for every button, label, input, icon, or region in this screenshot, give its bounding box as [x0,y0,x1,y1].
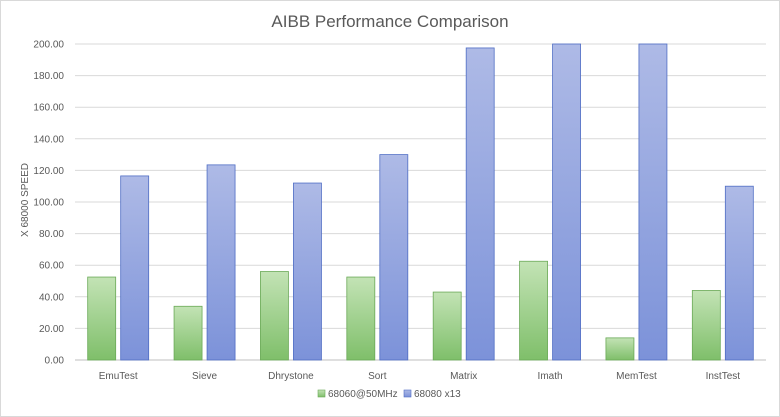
y-tick-label: 60.00 [39,261,64,272]
bar-68080-x13-emutest [120,175,150,361]
x-category-label: InstTest [706,371,741,382]
y-tick-label: 0.00 [45,356,65,367]
y-tick-labels: 0.00 20.00 40.00 60.00 80.00 100.00 120.00 140.… [33,40,64,367]
y-tick-label: 200.00 [33,40,64,51]
bar-68060-50mhz-memtest [605,337,635,361]
bar-68080-x13-sort [379,154,409,361]
bars [87,43,754,361]
bar-68060-50mhz-dhrystone [260,271,289,361]
y-tick-label: 180.00 [33,71,64,82]
y-axis-label: X 68000 SPEED [20,163,31,237]
bar-68060-50mhz-imath [519,260,548,361]
bar-68080-x13-dhrystone [293,182,322,361]
x-category-label: MemTest [616,371,657,382]
x-category-label: Matrix [450,371,477,382]
y-tick-label: 160.00 [33,103,64,114]
x-category-label: Imath [538,371,563,382]
x-category-label: Sort [368,371,387,382]
y-tick-label: 140.00 [33,134,64,145]
x-category-label: Sieve [192,371,217,382]
x-category-label: EmuTest [99,371,138,382]
bar-68080-x13-matrix [465,47,495,361]
bar-68080-x13-insttest [724,185,754,361]
bar-68080-x13-memtest [638,43,668,361]
y-tick-label: 20.00 [39,324,64,335]
legend-swatch [403,389,412,398]
bar-68060-50mhz-emutest [87,276,117,361]
bar-68060-50mhz-sieve [173,305,203,361]
bar-68060-50mhz-insttest [691,290,721,361]
legend-label: 68060@50MHz [328,389,398,400]
y-tick-label: 80.00 [39,229,64,240]
x-category-labels: EmuTest Sieve Dhrystone Sort Matrix Imath MemT… [99,371,741,382]
legend-label: 68080 x13 [414,389,461,400]
bar-68080-x13-sieve [206,164,236,361]
bar-68060-50mhz-matrix [432,291,462,361]
y-tick-label: 40.00 [39,292,64,303]
y-tick-label: 120.00 [33,166,64,177]
chart-title: AIBB Performance Comparison [271,12,508,31]
y-tick-label: 100.00 [33,198,64,209]
bar-68080-x13-imath [552,43,581,361]
bar-68060-50mhz-sort [346,276,376,361]
legend: 68060@50MHz 68080 x13 [317,389,461,400]
legend-swatch [317,389,326,398]
x-category-label: Dhrystone [268,371,314,382]
